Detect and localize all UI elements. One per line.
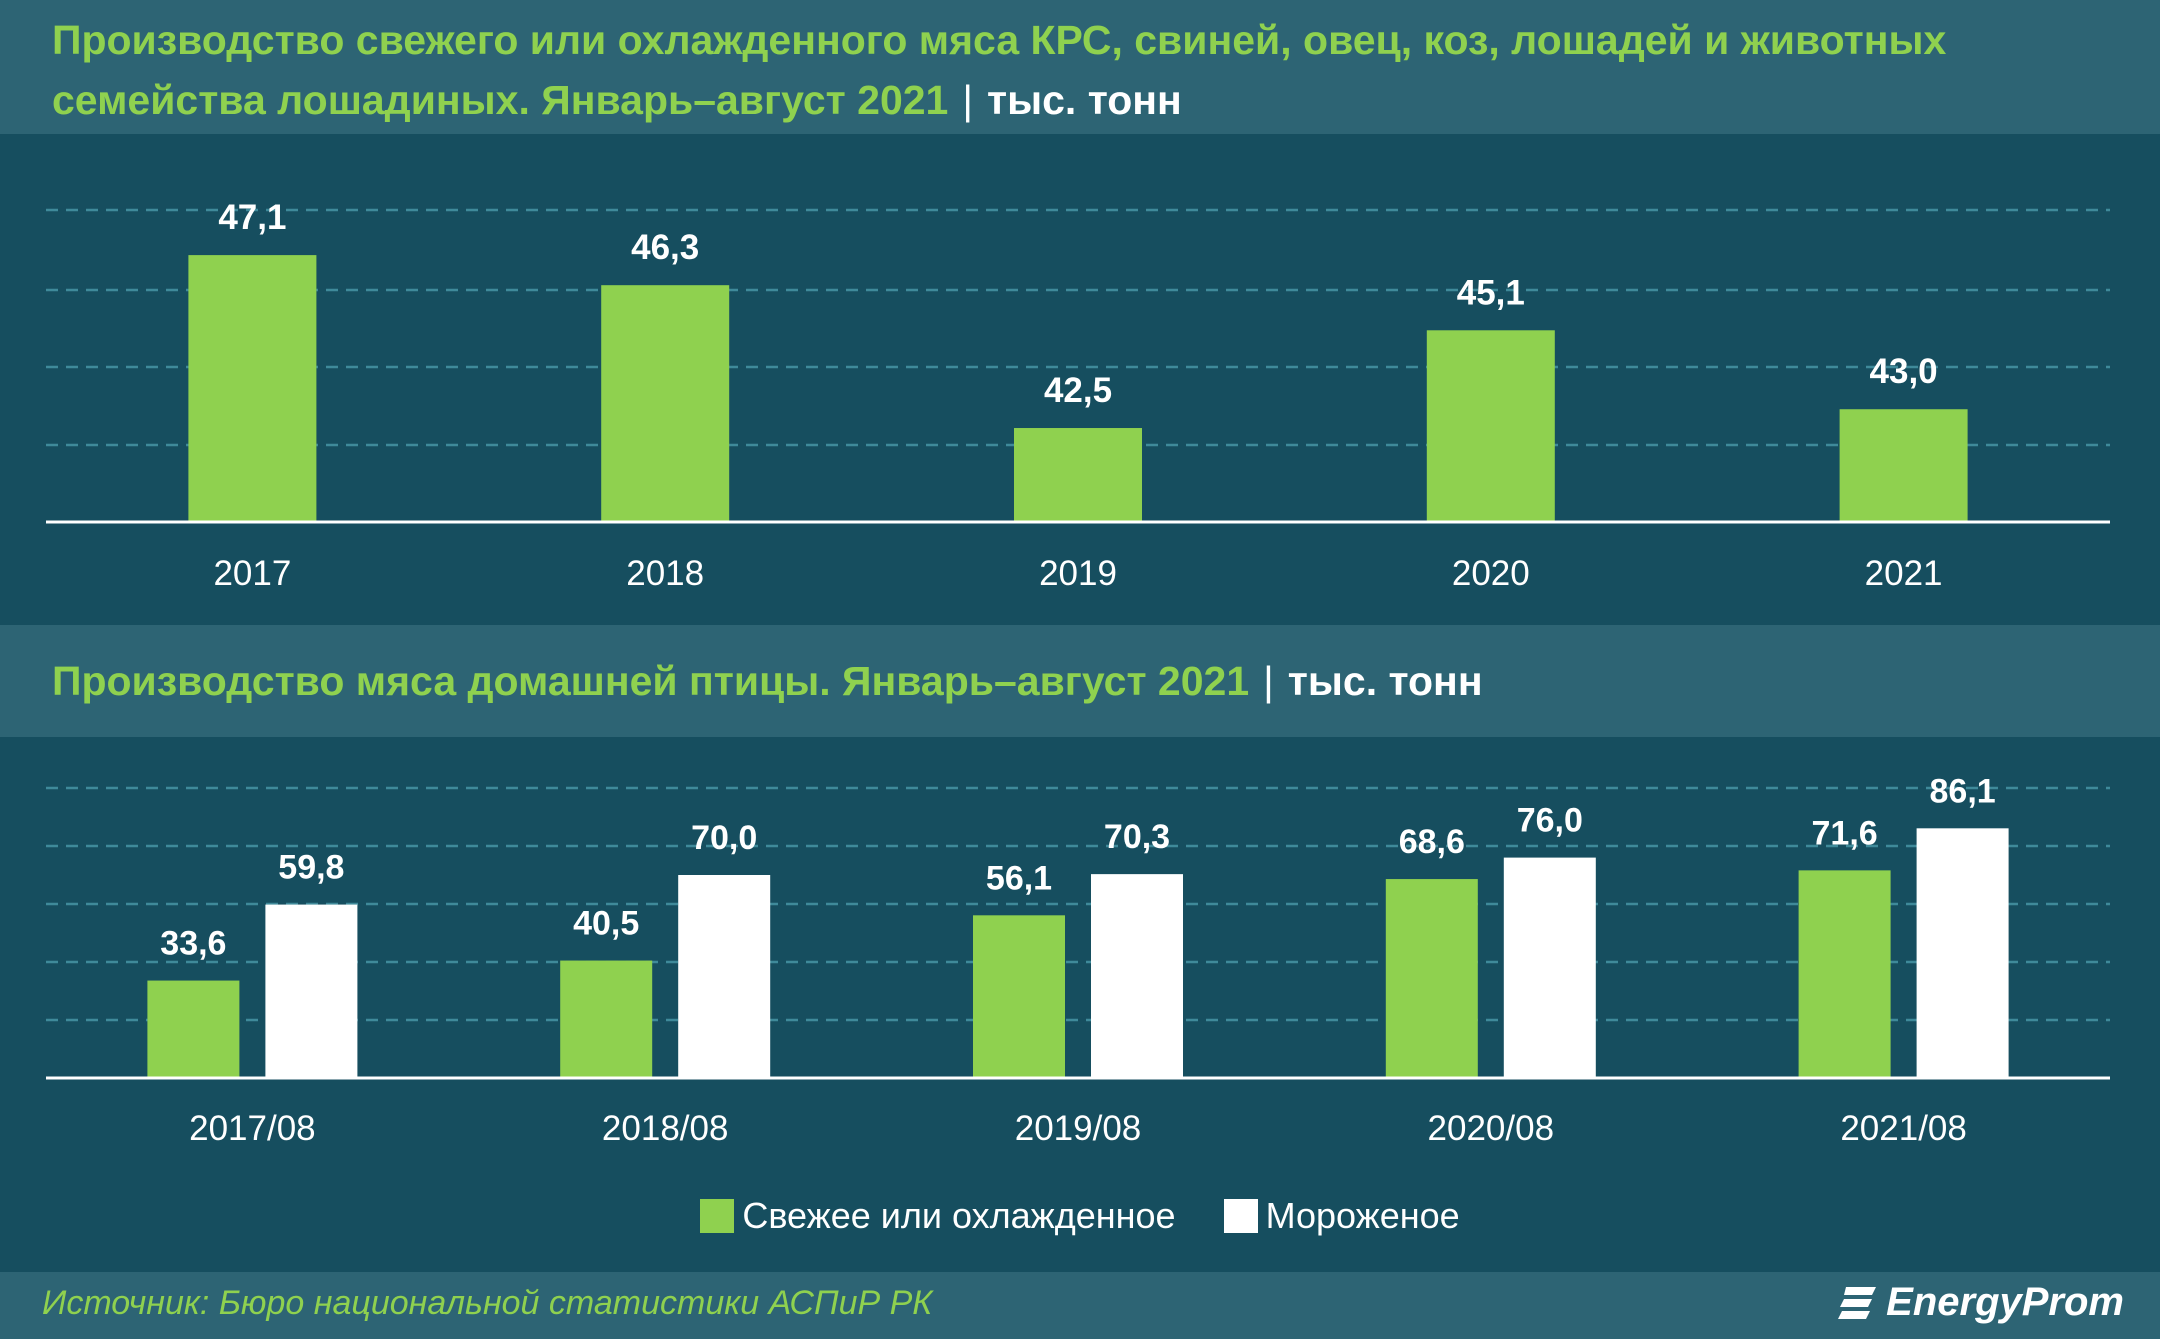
chart2-x-tick-label: 2017/08: [189, 1109, 316, 1148]
chart1-unit: тыс. тонн: [987, 77, 1182, 123]
chart1-x-tick-label: 2021: [1865, 554, 1943, 593]
chart2-bar-fresh: [147, 980, 240, 1078]
chart2-bar-fresh: [1385, 879, 1478, 1078]
chart1-data-label: 45,1: [1457, 273, 1525, 312]
chart1-data-label: 46,3: [631, 228, 699, 267]
legend-swatch-fresh: [700, 1199, 735, 1233]
chart2-unit: тыс. тонн: [1287, 658, 1483, 704]
legend-item-frozen: Мороженое: [1223, 1195, 1460, 1237]
chart2-data-label-fresh: 71,6: [1812, 814, 1878, 852]
chart1-title-line2: семейства лошадиных. Январь–август 2021 |…: [52, 70, 2108, 130]
chart2-data-label-frozen: 70,0: [691, 819, 757, 857]
chart2-x-tick-label: 2018/08: [602, 1109, 729, 1148]
chart1-title-line2-text: семейства лошадиных. Январь–август 2021: [52, 77, 949, 123]
brand-logo: EnergyProm: [1836, 1280, 2124, 1325]
chart2-bar-frozen: [265, 904, 358, 1078]
chart2-data-label-frozen: 76,0: [1517, 802, 1583, 840]
legend-swatch-frozen: [1223, 1199, 1258, 1233]
chart2-x-tick-label: 2021/08: [1840, 1109, 1967, 1148]
chart1-x-tick-label: 2017: [213, 554, 291, 593]
footer: Источник: Бюро национальной статистики А…: [0, 1272, 2160, 1339]
chart2-data-label-fresh: 40,5: [573, 905, 639, 943]
chart2-bar-frozen: [1503, 857, 1596, 1078]
chart1-data-label: 47,1: [218, 198, 286, 237]
chart1-x-tick-label: 2018: [626, 554, 704, 593]
legend-label-fresh: Свежее или охлажденное: [742, 1195, 1176, 1236]
chart2-title-text: Производство мяса домашней птицы. Январь…: [52, 658, 1250, 704]
chart2-data-label-frozen: 59,8: [278, 849, 344, 887]
chart1-x-tick-label: 2019: [1039, 554, 1117, 593]
source-note: Источник: Бюро национальной статистики А…: [42, 1284, 933, 1322]
title-separator: |: [1263, 658, 1274, 704]
chart2-data-label-frozen: 86,1: [1930, 772, 1996, 810]
chart2-legend: Свежее или охлажденное Мороженое: [0, 1195, 2160, 1237]
chart2-bar-frozen: [678, 875, 771, 1078]
chart1-plot: 47,1 2017 46,3 2018 42,5 2019 45,1 2020 43,0 2021: [46, 198, 2110, 593]
chart2-title-band: Производство мяса домашней птицы. Январь…: [0, 625, 2160, 737]
chart2-data-label-fresh: 56,1: [986, 859, 1052, 897]
chart1-bar: [188, 255, 317, 522]
chart2-data-label-frozen: 70,3: [1104, 818, 1170, 856]
chart1-data-label: 43,0: [1870, 352, 1938, 391]
chart1-bar: [1426, 330, 1555, 522]
chart1-bar: [601, 285, 730, 522]
chart2-bar-fresh: [560, 960, 653, 1078]
chart2-data-label-fresh: 68,6: [1399, 823, 1465, 861]
chart2-bar-frozen: [1916, 828, 2009, 1078]
chart1-x-tick-label: 2020: [1452, 554, 1530, 593]
chart2-title: Производство мяса домашней птицы. Январь…: [52, 651, 1483, 711]
legend-label-frozen: Мороженое: [1265, 1195, 1460, 1236]
chart2-bar-fresh: [973, 915, 1065, 1078]
chart2-bar-fresh: [1798, 870, 1891, 1078]
chart2-x-tick-label: 2019/08: [1015, 1109, 1142, 1148]
title-separator: |: [962, 77, 974, 123]
chart2-data-label-fresh: 33,6: [160, 925, 226, 963]
logo-icon: [1838, 1286, 1877, 1319]
chart1-title-line1: Производство свежего или охлажденного мя…: [52, 17, 1947, 63]
logo-text: EnergyProm: [1886, 1280, 2124, 1324]
chart1-bar: [1839, 409, 1968, 522]
legend-item-fresh: Свежее или охлажденное: [700, 1195, 1176, 1237]
chart1-bar: [1014, 428, 1142, 522]
chart2-bar-frozen: [1091, 874, 1183, 1078]
chart1-data-label: 42,5: [1044, 371, 1112, 410]
chart2-x-tick-label: 2020/08: [1428, 1109, 1555, 1148]
chart1-title-band: Производство свежего или охлажденного мя…: [0, 0, 2160, 134]
